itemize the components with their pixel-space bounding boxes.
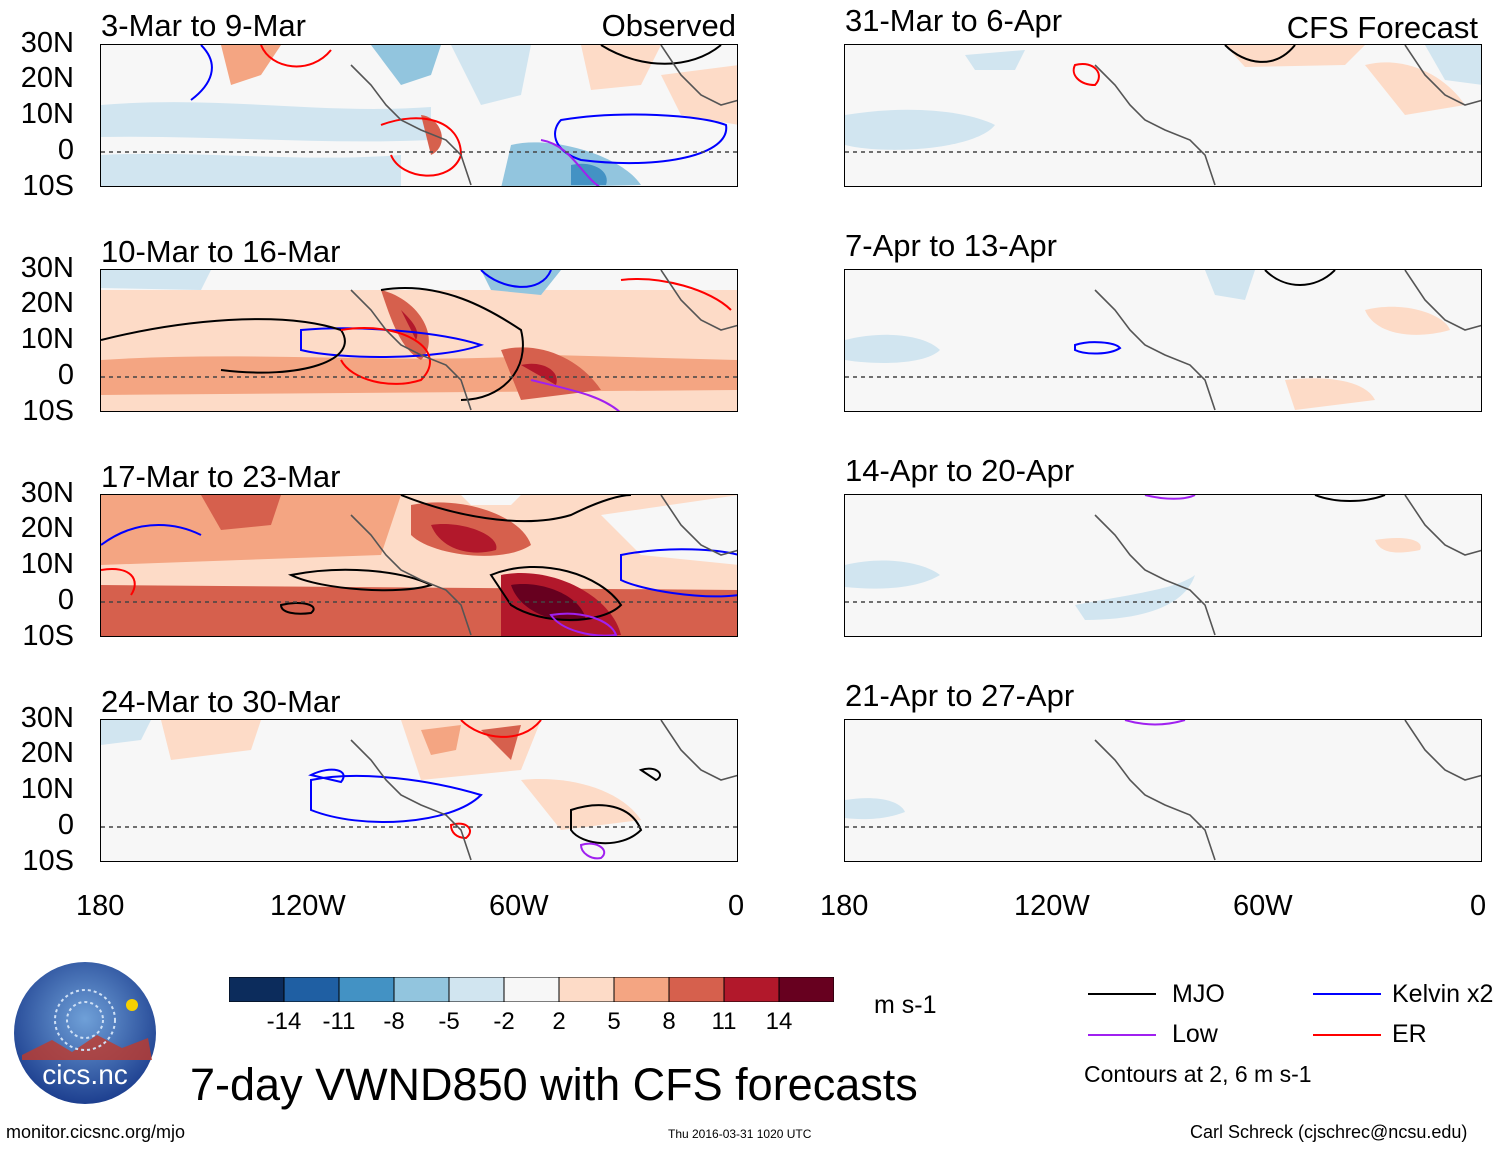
lat-label: 10S (22, 395, 74, 427)
map-panel-obs-4 (100, 719, 738, 862)
legend-line-kelvin (1313, 993, 1381, 995)
lat-label: 0 (57, 809, 74, 841)
colorbar (228, 976, 835, 1003)
colorbar-tick-label: 14 (765, 1008, 793, 1035)
colorbar-swatch (503, 976, 560, 1003)
lat-label: 10N (20, 323, 74, 355)
panel-title-obs-1: 3-Mar to 9-Mar (101, 8, 306, 43)
map-panel-fc-3 (844, 494, 1482, 637)
map-panel-obs-3 (100, 494, 738, 637)
lat-label: 10N (20, 773, 74, 805)
website-link[interactable]: monitor.cicsnc.org/mjo (6, 1122, 186, 1142)
forecast-tag: CFS Forecast (1286, 10, 1478, 45)
colorbar-swatch (283, 976, 340, 1003)
lat-label: 30N (20, 252, 74, 284)
colorbar-swatch (558, 976, 615, 1003)
legend-label-low: Low (1172, 1020, 1218, 1048)
lat-label: 30N (20, 477, 74, 509)
colorbar-tick-label: 8 (662, 1008, 676, 1035)
legend-note: Contours at 2, 6 m s-1 (1084, 1061, 1312, 1087)
lat-label: 10S (22, 845, 74, 877)
colorbar-tick-label: -14 (266, 1008, 302, 1035)
logo-text: cics.nc (42, 1059, 128, 1090)
figure-title: 7-day VWND850 with CFS forecasts (190, 1059, 918, 1110)
lat-label: 0 (57, 584, 74, 616)
lat-label: 20N (20, 512, 74, 544)
colorbar-swatch (448, 976, 505, 1003)
panel-title-obs-3: 17-Mar to 23-Mar (101, 459, 341, 494)
lon-label-fc-120w: 120W (1014, 890, 1090, 922)
colorbar-tick-label: 2 (552, 1008, 566, 1035)
colorbar-tick-label: -2 (493, 1008, 515, 1035)
lat-label: 30N (20, 702, 74, 734)
legend-line-mjo (1088, 993, 1156, 995)
lat-label: 10S (22, 620, 74, 652)
legend-label-er: ER (1392, 1020, 1427, 1048)
lat-label: 20N (20, 62, 74, 94)
colorbar-swatch (338, 976, 395, 1003)
lat-label: 20N (20, 287, 74, 319)
legend-label-kelvin: Kelvin x2 (1392, 980, 1494, 1008)
lat-label: 30N (20, 27, 74, 59)
legend-line-er (1313, 1034, 1381, 1036)
colorbar-swatch (613, 976, 670, 1003)
lat-label: 10N (20, 98, 74, 130)
map-panel-obs-1 (100, 44, 738, 187)
lon-label-obs-60w: 60W (489, 890, 549, 922)
panel-title-obs-4: 24-Mar to 30-Mar (101, 684, 341, 719)
lon-label-fc-60w: 60W (1233, 890, 1293, 922)
timestamp: Thu 2016-03-31 1020 UTC (668, 1127, 812, 1141)
lat-label: 20N (20, 737, 74, 769)
lon-label-fc-0: 0 (1470, 890, 1487, 922)
panel-title-fc-4: 21-Apr to 27-Apr (845, 678, 1075, 713)
colorbar-tick-label: -5 (438, 1008, 460, 1035)
lon-label-fc-180: 180 (820, 890, 869, 922)
lat-label: 0 (57, 359, 74, 391)
panel-title-fc-3: 14-Apr to 20-Apr (845, 453, 1075, 488)
colorbar-swatch (778, 976, 835, 1003)
map-panel-fc-1 (844, 44, 1482, 187)
legend-label-mjo: MJO (1172, 980, 1225, 1008)
colorbar-tick-label: 5 (607, 1008, 621, 1035)
cics-logo: cics.nc (12, 960, 158, 1106)
map-panel-fc-2 (844, 269, 1482, 412)
colorbar-unit: m s-1 (874, 991, 937, 1019)
author-credit: Carl Schreck (cjschrec@ncsu.edu) (1190, 1122, 1468, 1142)
legend-line-low (1088, 1034, 1156, 1036)
panel-title-fc-2: 7-Apr to 13-Apr (845, 228, 1057, 263)
lon-label-obs-0: 0 (728, 890, 745, 922)
colorbar-tick-label: -8 (383, 1008, 405, 1035)
lon-label-obs-120w: 120W (270, 890, 346, 922)
colorbar-swatch (723, 976, 780, 1003)
panel-title-fc-1: 31-Mar to 6-Apr (845, 3, 1063, 38)
lon-label-obs-180: 180 (76, 890, 125, 922)
colorbar-swatch (393, 976, 450, 1003)
colorbar-tick-label: -11 (322, 1008, 356, 1035)
lat-label: 10S (22, 170, 74, 202)
colorbar-swatch (228, 976, 285, 1003)
colorbar-tick-label: 11 (711, 1008, 737, 1035)
observed-tag: Observed (601, 8, 736, 43)
colorbar-swatch (668, 976, 725, 1003)
panel-title-obs-2: 10-Mar to 16-Mar (101, 234, 341, 269)
lat-label: 10N (20, 548, 74, 580)
map-panel-fc-4 (844, 719, 1482, 862)
map-panel-obs-2 (100, 269, 738, 412)
lat-label: 0 (57, 134, 74, 166)
